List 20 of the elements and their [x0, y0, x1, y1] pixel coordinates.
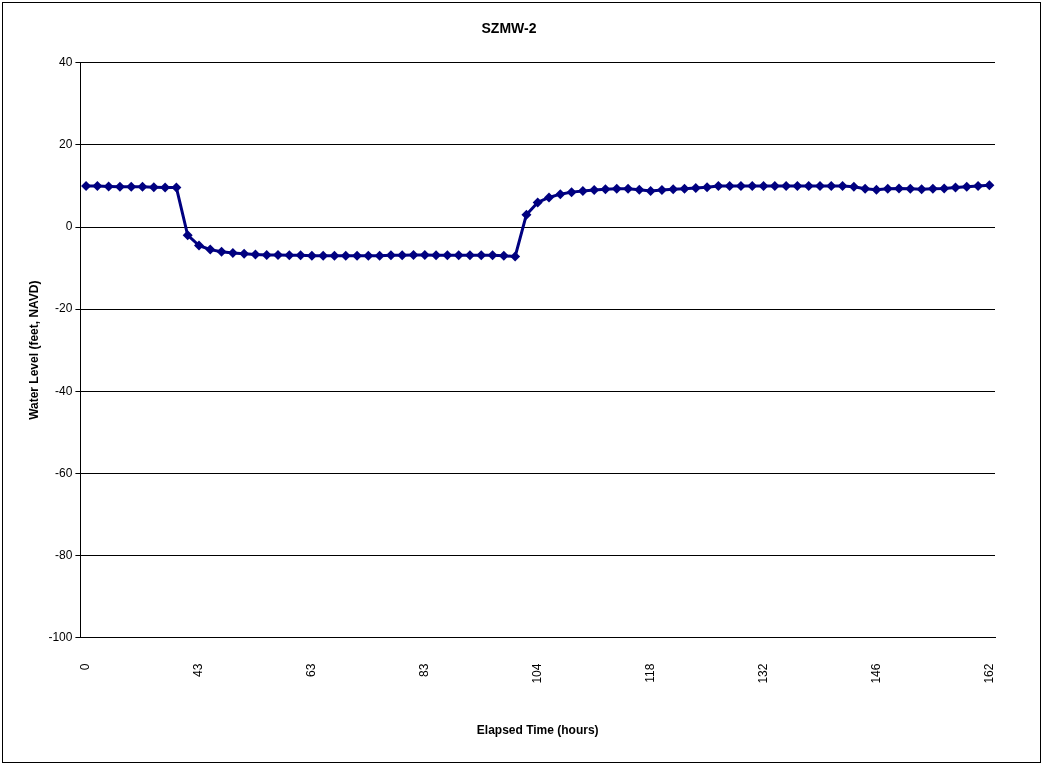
x-tick-label: 162: [981, 663, 996, 684]
x-tick-label: 132: [755, 663, 770, 684]
x-tick-label: 43: [191, 663, 206, 677]
y-tick-label: -60: [55, 465, 73, 480]
x-tick-label: 83: [417, 663, 432, 677]
x-tick-label: 146: [868, 663, 883, 684]
y-tick-label: -20: [55, 301, 73, 316]
y-axis-title: Water Level (feet, NAVD): [26, 280, 41, 420]
x-tick-label: 0: [78, 663, 93, 671]
y-tick-label: 20: [59, 137, 73, 152]
y-tick-label: -40: [55, 383, 73, 398]
x-tick-label: 63: [304, 663, 319, 677]
y-tick-label: 0: [65, 219, 73, 234]
y-tick-label: -100: [48, 629, 73, 644]
y-tick-label: 40: [59, 55, 73, 70]
chart-title: SZMW-2: [481, 20, 537, 37]
x-tick-label: 104: [530, 663, 545, 684]
x-axis-title: Elapsed Time (hours): [476, 723, 599, 738]
y-tick-label: -80: [55, 547, 73, 562]
x-tick-label: 118: [642, 663, 657, 683]
